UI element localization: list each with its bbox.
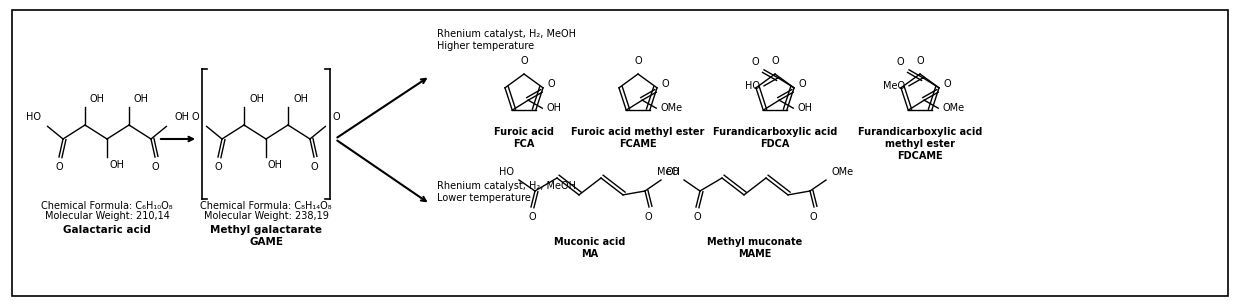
Text: O: O — [332, 112, 340, 123]
Text: OH: OH — [109, 160, 124, 170]
Text: MeO: MeO — [657, 167, 680, 177]
Text: O: O — [215, 162, 222, 172]
Text: O: O — [916, 56, 924, 66]
Text: Muconic acid: Muconic acid — [554, 237, 626, 247]
Text: OH: OH — [249, 94, 264, 104]
Text: methyl ester: methyl ester — [885, 139, 955, 149]
Text: O: O — [528, 212, 536, 222]
Text: Higher temperature: Higher temperature — [436, 41, 534, 51]
Text: OH: OH — [91, 94, 105, 104]
Text: OH: OH — [797, 103, 812, 113]
Text: O: O — [799, 79, 806, 89]
Text: O: O — [521, 56, 528, 66]
Text: GAME: GAME — [249, 237, 283, 247]
Text: FDCAME: FDCAME — [898, 151, 942, 161]
Text: OH: OH — [547, 103, 562, 113]
Text: HO: HO — [745, 81, 760, 91]
Text: Furandicarboxylic acid: Furandicarboxylic acid — [858, 127, 982, 137]
Text: O: O — [151, 162, 159, 172]
Text: FCA: FCA — [513, 139, 534, 149]
Text: OH: OH — [293, 94, 308, 104]
Text: OH: OH — [175, 112, 190, 123]
Text: O: O — [810, 212, 817, 222]
Text: Rhenium catalyst, H₂, MeOH: Rhenium catalyst, H₂, MeOH — [436, 29, 577, 39]
Text: MAME: MAME — [738, 249, 771, 259]
Text: Furandicarboxylic acid: Furandicarboxylic acid — [713, 127, 837, 137]
Text: HO: HO — [498, 167, 515, 177]
Text: Chemical Formula: C₆H₁₀O₈: Chemical Formula: C₆H₁₀O₈ — [41, 201, 172, 211]
Text: O: O — [634, 56, 642, 66]
Text: Rhenium catalyst, H₂, MeOH: Rhenium catalyst, H₂, MeOH — [436, 181, 577, 191]
Text: OH: OH — [666, 167, 681, 177]
Text: O: O — [771, 56, 779, 66]
Text: OMe: OMe — [831, 167, 853, 177]
Text: O: O — [310, 162, 317, 172]
Text: O: O — [897, 57, 904, 67]
Text: Galactaric acid: Galactaric acid — [63, 225, 151, 235]
Text: OMe: OMe — [942, 103, 965, 113]
Text: O: O — [944, 79, 951, 89]
Text: HO: HO — [26, 112, 41, 123]
Text: MeO: MeO — [883, 81, 905, 91]
Text: O: O — [661, 79, 668, 89]
Text: Furoic acid methyl ester: Furoic acid methyl ester — [572, 127, 704, 137]
Text: MA: MA — [582, 249, 599, 259]
Text: Molecular Weight: 210,14: Molecular Weight: 210,14 — [45, 211, 170, 221]
Text: Furoic acid: Furoic acid — [494, 127, 554, 137]
Text: O: O — [192, 112, 200, 123]
Text: Methyl muconate: Methyl muconate — [707, 237, 802, 247]
Text: Molecular Weight: 238,19: Molecular Weight: 238,19 — [203, 211, 329, 221]
Text: O: O — [645, 212, 652, 222]
Text: O: O — [751, 57, 759, 67]
Text: O: O — [693, 212, 701, 222]
Text: O: O — [56, 162, 63, 172]
Text: O: O — [547, 79, 554, 89]
Text: FCAME: FCAME — [619, 139, 657, 149]
Text: OH: OH — [268, 160, 283, 170]
Text: Methyl galactarate: Methyl galactarate — [210, 225, 322, 235]
Text: OMe: OMe — [660, 103, 682, 113]
Text: Lower temperature: Lower temperature — [436, 193, 531, 203]
Text: FDCA: FDCA — [760, 139, 790, 149]
Text: OH: OH — [134, 94, 149, 104]
Text: Chemical Formula: C₈H₁₄O₈: Chemical Formula: C₈H₁₄O₈ — [200, 201, 332, 211]
